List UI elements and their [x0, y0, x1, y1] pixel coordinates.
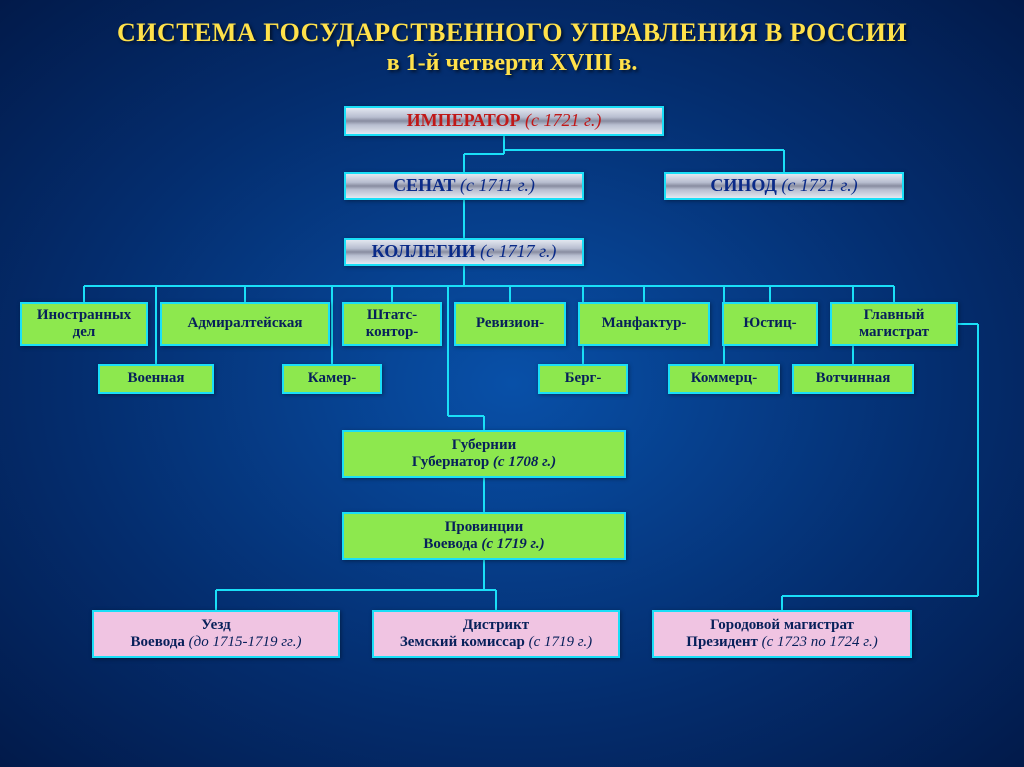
node-yustits: Юстиц-: [722, 302, 818, 346]
node-votchinnaya: Вотчинная: [792, 364, 914, 394]
node-emperor: ИМПЕРАТОР (с 1721 г.): [344, 106, 664, 136]
node-kollegii: КОЛЛЕГИИ (с 1717 г.): [344, 238, 584, 266]
node-gubernii: ГубернииГубернатор (с 1708 г.): [342, 430, 626, 478]
node-berg: Берг-: [538, 364, 628, 394]
node-manfaktur: Манфактур-: [578, 302, 710, 346]
title-line-2: в 1-й четверти XVIII в.: [0, 50, 1024, 77]
node-kommerc: Коммерц-: [668, 364, 780, 394]
node-inostrannyh: Иностранныхдел: [20, 302, 148, 346]
node-admiralteyskaya: Адмиралтейская: [160, 302, 330, 346]
diagram-title: СИСТЕМА ГОСУДАРСТВЕННОГО УПРАВЛЕНИЯ В РО…: [0, 0, 1024, 77]
node-revizion: Ревизион-: [454, 302, 566, 346]
node-sinod: СИНОД (с 1721 г.): [664, 172, 904, 200]
node-gormagistrat: Городовой магистратПрезидент (с 1723 по …: [652, 610, 912, 658]
node-shtats: Штатс-контор-: [342, 302, 442, 346]
node-kamer: Камер-: [282, 364, 382, 394]
node-uezd: УездВоевода (до 1715-1719 гг.): [92, 610, 340, 658]
title-line-1: СИСТЕМА ГОСУДАРСТВЕННОГО УПРАВЛЕНИЯ В РО…: [0, 18, 1024, 48]
node-senat: СЕНАТ (с 1711 г.): [344, 172, 584, 200]
node-voennaya: Военная: [98, 364, 214, 394]
node-distrikt: ДистриктЗемский комиссар (с 1719 г.): [372, 610, 620, 658]
node-provincii: ПровинцииВоевода (с 1719 г.): [342, 512, 626, 560]
node-glavmagistrat: Главныймагистрат: [830, 302, 958, 346]
